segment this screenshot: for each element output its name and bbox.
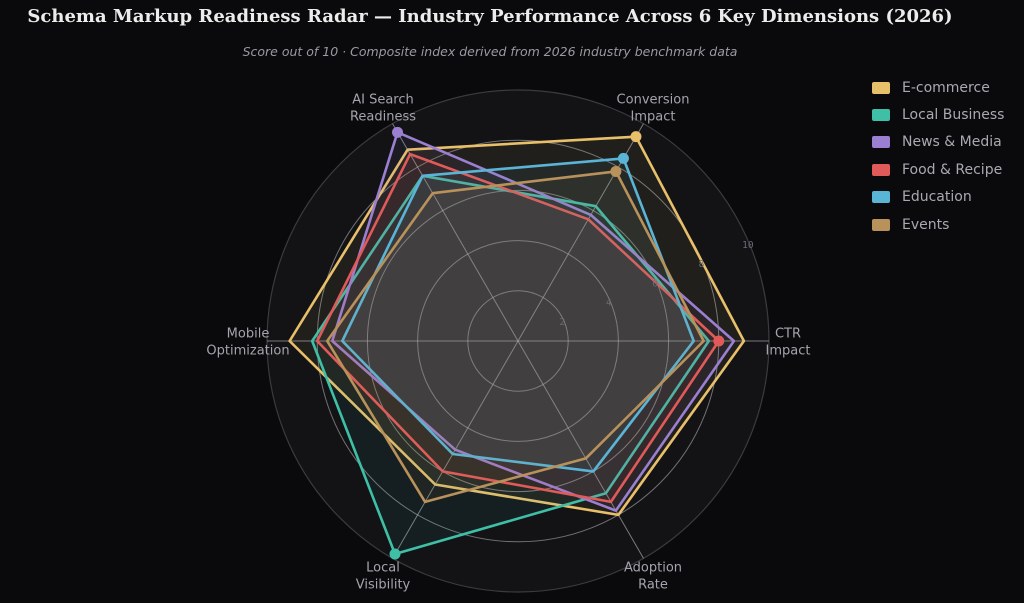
legend-swatch [872,81,890,94]
legend-swatch [872,109,890,122]
axis-label: Adoption Rate [624,560,682,592]
series-highlight-point [617,152,629,164]
series-highlight-point [630,131,642,143]
series-highlight-point [392,126,404,138]
radial-tick-label: 6 [652,278,658,289]
legend-label: News & Media [902,134,1002,151]
legend-label: Local Business [902,107,1005,124]
axis-label: AI Search Readiness [350,93,416,125]
series-news-media [330,131,736,512]
legend-item: Events [872,211,1004,238]
chart-title: Schema Markup Readiness Radar — Industry… [27,6,953,27]
axis-spoke [517,340,644,559]
axis-label: CTR Impact [766,327,811,359]
legend-swatch [872,163,890,176]
radar-grid [266,89,770,593]
series-highlight-point [389,548,401,560]
series-highlight-point [713,335,725,347]
legend-item: News & Media [872,129,1004,156]
chart-legend: E-commerce Local Business News & Media Food… [872,74,1004,238]
legend-swatch [872,191,890,204]
legend-label: Events [902,216,950,233]
radial-tick-label: 8 [699,259,705,270]
legend-swatch [872,218,890,231]
legend-item: Education [872,184,1004,211]
radial-tick-label: 4 [606,298,612,309]
radial-tick-label: 10 [742,240,754,251]
axis-spoke [392,123,519,342]
series-highlight-point [610,165,622,177]
legend-label: Food & Recipe [902,161,1003,178]
legend-item: Local Business [872,101,1004,128]
series-local-business [310,174,711,556]
chart-subtitle: Score out of 10 · Composite index derive… [242,44,738,59]
radar-labels: 2 4 6 8 10 CTR Impact Conversion Impact AI Search… [206,93,810,593]
axis-label: Mobile Optimization [206,327,289,359]
legend-label: Education [902,189,972,206]
axis-label: Local Visibility [356,560,411,592]
legend-label: E-commerce [902,79,990,96]
legend-item: E-commerce [872,74,1004,101]
axis-label: Conversion Impact [617,93,690,125]
radar-series [288,126,746,560]
radial-tick-label: 2 [560,317,566,328]
series-food-recipe [315,152,721,504]
legend-swatch [872,136,890,149]
legend-item: Food & Recipe [872,156,1004,183]
